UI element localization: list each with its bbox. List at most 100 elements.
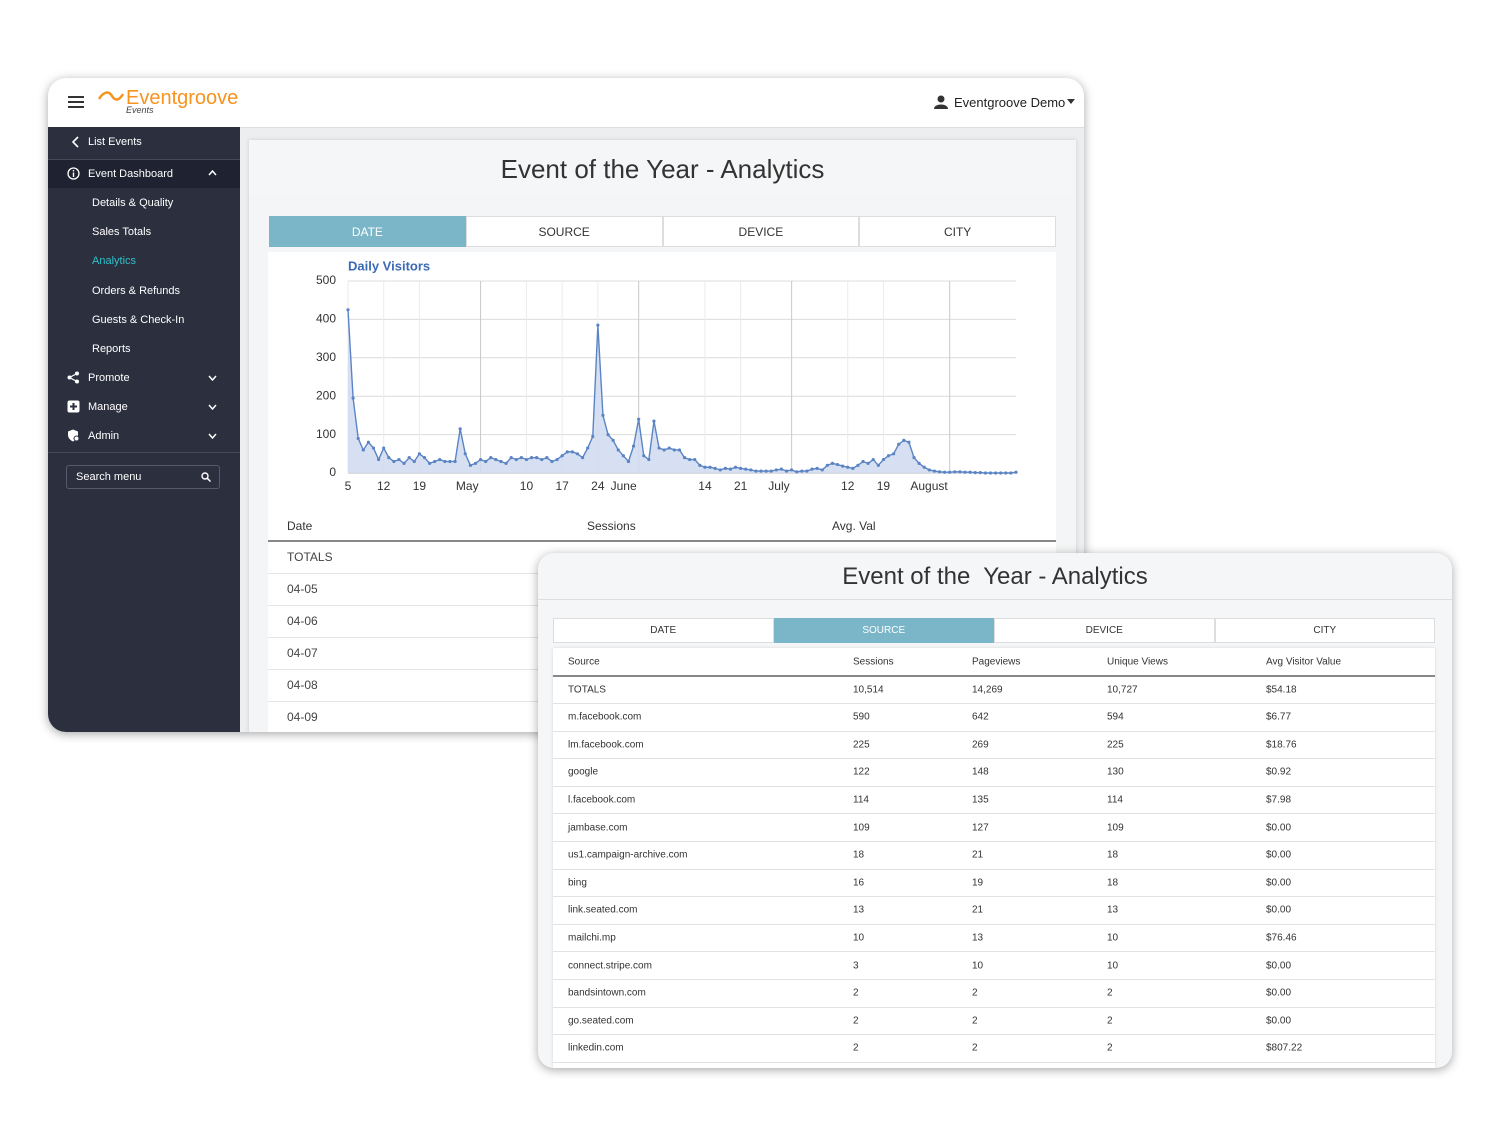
cell: $0.00 [1266,904,1292,916]
point [433,459,437,464]
tab[interactable]: DEVICE [662,216,860,247]
point [815,466,819,470]
cell: TOTALS [568,684,606,695]
cell: $0.00 [1266,849,1292,861]
user-icon [934,95,948,109]
submenu-item[interactable]: Reports [92,343,131,355]
point [575,452,580,456]
source-table: Source Sessions Pageviews Unique Views Avg V… [553,648,1435,1068]
point [943,470,947,474]
tab[interactable]: CITY [1214,618,1435,643]
row-border [553,979,1435,980]
point [708,465,712,469]
point [580,456,585,460]
point [917,461,921,465]
row-label: 04-06 [287,614,318,628]
separator [48,159,240,160]
cell: 2 [972,1042,978,1054]
point [754,469,758,473]
cell: 21 [972,904,984,916]
cell: 13 [853,904,865,916]
menu-section[interactable]: Event Dashboard [88,168,173,180]
cell: 225 [853,739,870,751]
x-tick-label: 12 [841,479,855,493]
point [733,465,738,469]
tab[interactable]: SOURCE [773,618,994,643]
back-link[interactable]: List Events [88,136,142,148]
cell: 10 [1107,960,1119,971]
cell: $0.00 [1266,877,1292,889]
column-header: Avg. Val [832,519,876,533]
cell: 2 [972,1015,978,1027]
point [688,457,692,462]
tab[interactable]: SOURCE [465,216,663,247]
point [371,446,376,450]
x-tick-label: 19 [877,479,891,493]
point [825,463,829,467]
point [514,457,518,462]
point [647,457,651,462]
row-border [553,868,1435,870]
tab[interactable]: DEVICE [994,618,1215,643]
point [601,413,605,417]
submenu-item[interactable]: Guests & Check-In [92,313,185,326]
menu-section[interactable]: Promote [88,372,130,384]
cell: 10,514 [853,684,884,695]
point [397,457,401,462]
point [846,465,850,469]
search-icon [201,472,211,482]
row-border [553,923,1435,925]
point [631,444,636,448]
y-tick-label: 0 [329,465,336,479]
cell: $0.92 [1266,766,1292,778]
point [606,433,610,437]
submenu-item[interactable]: Details & Quality [92,197,174,209]
point [667,446,671,450]
tab[interactable]: DATE [269,216,466,247]
row-label: 04-08 [287,678,318,692]
point [591,434,595,439]
cell: $0.00 [1266,987,1292,999]
cell: bing [568,877,587,889]
top-bar: Eventgroove Events Eventgroove Demo [48,78,1084,128]
cell: 10 [1107,932,1119,944]
menu-section[interactable]: Manage [88,401,128,413]
cell: l.facebook.com [568,794,636,806]
column-header: Source [568,656,600,668]
y-tick-label: 100 [316,427,336,441]
chart: Daily Visitors 0 100 200 300 400 500 5 12 19 May 1… [268,252,1056,510]
cell: 21 [972,849,984,861]
cell: lm.facebook.com [568,739,644,751]
cell: google [568,766,599,778]
search-box[interactable]: Search menu [66,465,220,489]
chevron [208,404,217,410]
point [800,469,804,473]
section-active-bg [48,160,240,188]
point [494,457,498,462]
column-header: Unique Views [1107,656,1168,668]
x-tick-label: 17 [555,479,569,493]
submenu-item[interactable]: Analytics [92,255,137,268]
menu-button[interactable] [68,96,84,108]
point [438,457,442,462]
cell: 2 [1107,1015,1113,1027]
point [769,469,773,473]
cell: 10 [853,932,865,944]
menu-section[interactable]: Admin [88,430,120,442]
y-tick-label: 200 [316,388,336,402]
manage-icon [67,400,80,413]
cell: 130 [1107,766,1124,778]
point [907,440,911,444]
point [540,457,544,462]
cell: 14,269 [972,684,1003,695]
point [861,459,865,464]
cell: 13 [972,932,984,944]
submenu-item[interactable]: Orders & Refunds [92,284,181,297]
user-menu[interactable]: Eventgroove Demo [954,95,1066,110]
tab[interactable]: DATE [553,618,774,643]
tab[interactable]: CITY [859,216,1056,247]
x-tick-label: 19 [413,479,427,493]
x-tick-label: June [611,479,637,493]
submenu-item[interactable]: Sales Totals [92,226,152,239]
point [968,470,972,474]
